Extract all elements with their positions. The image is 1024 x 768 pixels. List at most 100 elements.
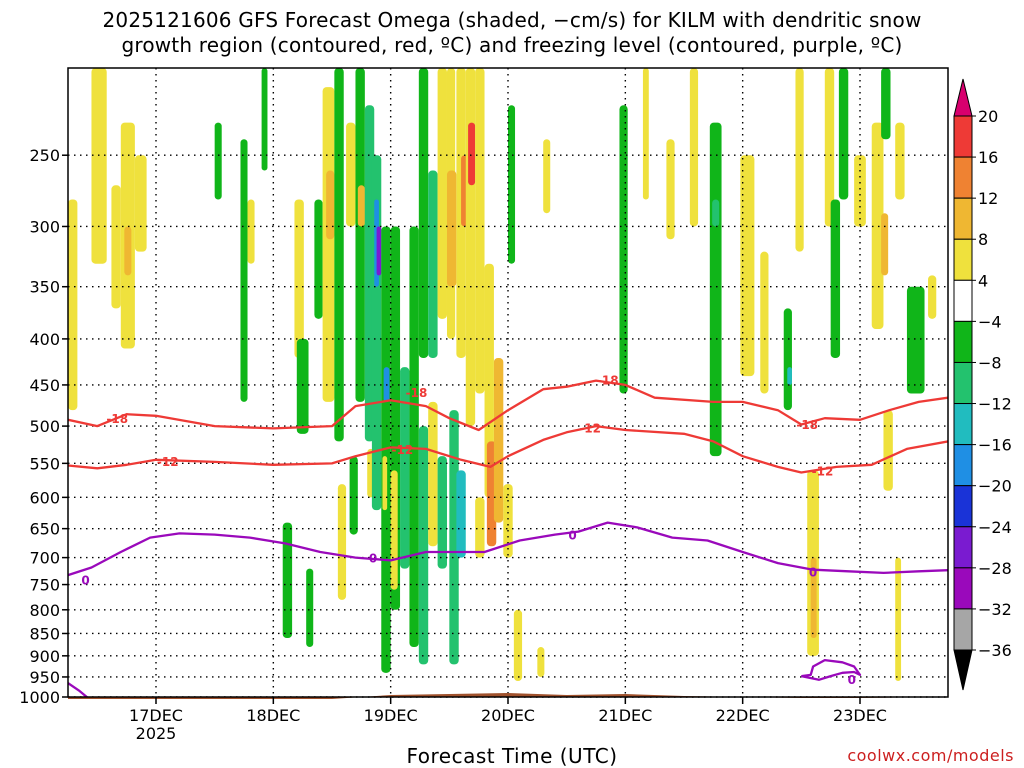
colorbar-label: 16 <box>978 148 998 167</box>
omega-cell <box>475 497 485 558</box>
colorbar-segment <box>953 320 973 363</box>
colorbar-segment <box>953 197 973 240</box>
omega-cell <box>68 199 78 411</box>
omega-cell <box>449 410 459 665</box>
omega-cell <box>484 263 494 498</box>
colorbar-label: 20 <box>978 107 998 126</box>
y-tick-label: 1000 <box>19 688 60 707</box>
omega-cell <box>446 170 457 287</box>
contour-label: -12 <box>157 455 179 469</box>
omega-cell <box>124 226 132 276</box>
omega-cell <box>689 68 699 227</box>
colorbar-segment <box>953 115 973 158</box>
omega-cell <box>91 68 107 264</box>
colorbar-label: 8 <box>978 230 988 249</box>
colorbar-segment <box>953 567 973 610</box>
omega-cell <box>883 410 893 491</box>
omega-cell <box>437 456 447 569</box>
colorbar-label: −8 <box>978 353 1002 372</box>
omega-cell <box>409 226 419 648</box>
omega-cell <box>349 456 358 535</box>
omega-cell <box>824 68 835 227</box>
omega-cell <box>619 105 628 394</box>
x-tick-label: 19DEC <box>364 706 418 725</box>
y-tick-label: 750 <box>29 576 60 595</box>
colorbar-segment <box>953 485 973 528</box>
omega-cell <box>760 251 769 394</box>
omega-cell <box>390 470 398 590</box>
x-tick-label: 22DEC <box>716 706 770 725</box>
omega-cell <box>334 68 344 442</box>
omega-cell <box>468 122 476 186</box>
omega-cell <box>382 456 388 511</box>
contour-label: -12 <box>812 464 834 478</box>
omega-cell <box>895 557 902 682</box>
contour-line <box>68 424 948 474</box>
omega-cell <box>437 68 447 319</box>
omega-cell <box>314 199 323 319</box>
y-tick-label: 850 <box>29 624 60 643</box>
omega-cell <box>854 155 866 227</box>
contour-label: -18 <box>597 374 619 388</box>
y-tick-label: 500 <box>29 417 60 436</box>
y-tick-label: 800 <box>29 601 60 620</box>
contour-label: -18 <box>796 418 818 432</box>
contour-label: -12 <box>579 422 601 436</box>
colorbar-segment <box>953 444 973 487</box>
omega-cell <box>795 68 804 252</box>
contour-line <box>68 379 948 432</box>
omega-cell <box>493 357 504 523</box>
x-tick-label: 23DEC <box>833 706 887 725</box>
omega-cell <box>513 609 523 682</box>
x-axis-label: Forecast Time (UTC) <box>406 744 618 768</box>
omega-cell <box>428 401 438 547</box>
omega-cell <box>810 557 817 639</box>
contour-label: 0 <box>809 565 817 579</box>
colorbar-segment <box>953 608 973 651</box>
omega-cell <box>337 484 347 600</box>
colorbar-label: −20 <box>978 477 1012 496</box>
colorbar-bottom-arrow <box>953 649 973 691</box>
omega-cell <box>418 68 429 358</box>
colorbar-label: −28 <box>978 559 1012 578</box>
contour-label: 0 <box>568 529 576 543</box>
omega-cell <box>543 139 551 214</box>
omega-cell <box>881 213 889 276</box>
omega-cell <box>214 122 222 200</box>
omega-cell <box>111 185 121 309</box>
y-tick-label: 350 <box>29 278 60 297</box>
omega-cell <box>418 426 429 665</box>
omega-cell <box>400 367 410 569</box>
y-tick-label: 300 <box>29 217 60 236</box>
colorbar-segment <box>953 279 973 322</box>
omega-cell <box>783 308 792 411</box>
y-tick-label: 700 <box>29 549 60 568</box>
omega-cell <box>261 68 268 171</box>
y-tick-label: 600 <box>29 488 60 507</box>
omega-cell <box>296 338 309 434</box>
x-tick-label: 20DEC <box>481 706 535 725</box>
y-tick-label: 650 <box>29 520 60 539</box>
omega-cell <box>838 68 849 200</box>
omega-cell <box>503 484 513 558</box>
omega-cell <box>428 170 438 358</box>
omega-cell <box>475 68 485 394</box>
site-credit: coolwx.com/models <box>847 746 1014 765</box>
y-tick-label: 900 <box>29 647 60 666</box>
colorbar-segment <box>953 238 973 281</box>
omega-cell <box>282 522 293 639</box>
colorbar-top-arrow <box>953 78 973 117</box>
chart-title-line-2: growth region (contoured, red, ºC) and f… <box>121 33 903 57</box>
x-tick-sublabel: 2025 <box>136 724 177 743</box>
omega-cell <box>355 68 365 402</box>
omega-cell <box>322 87 335 402</box>
colorbar-label: −12 <box>978 395 1012 414</box>
omega-cell <box>712 199 720 227</box>
omega-cell <box>895 122 905 200</box>
plot-area: -18 -18 -18 -18 -12 -12 -12 -12 0 0 0 0 0 <box>67 67 949 699</box>
omega-cell <box>456 470 466 558</box>
omega-cell <box>306 568 314 648</box>
colorbar-label: 4 <box>978 271 988 290</box>
y-tick-label: 400 <box>29 330 60 349</box>
